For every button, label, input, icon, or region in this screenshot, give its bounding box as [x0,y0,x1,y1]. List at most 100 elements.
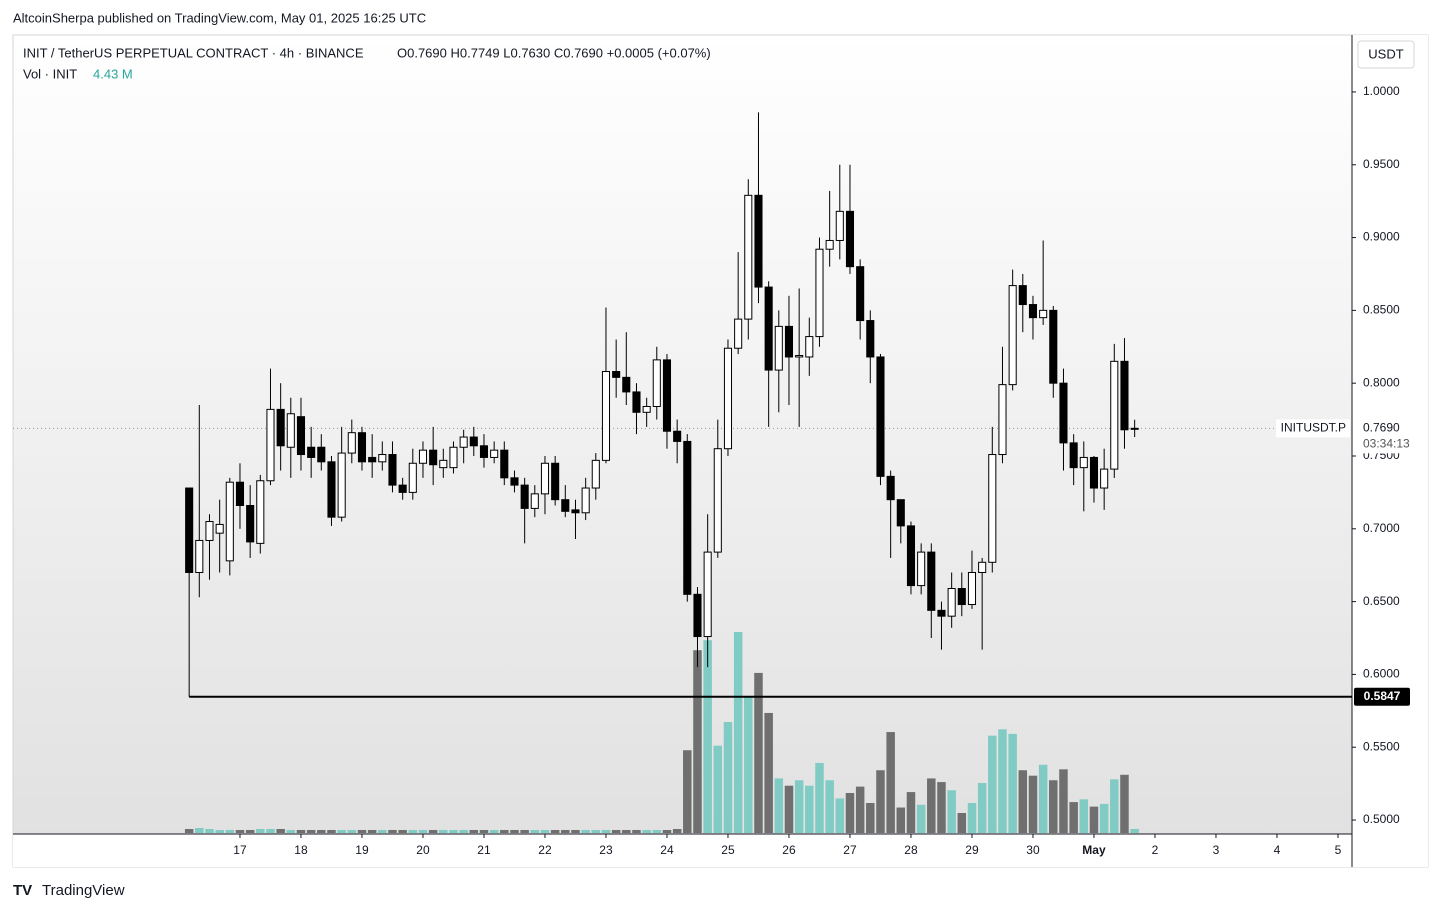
volume-bar [1069,802,1078,833]
x-tick-label: 21 [477,843,491,857]
volume-bar [957,812,967,833]
volume-bar [1079,799,1089,833]
y-tick-label: 0.9000 [1363,230,1400,244]
volume-bar [693,650,702,833]
candle-body [429,449,438,466]
volume-bar [703,640,712,833]
candle-body [713,448,722,553]
volume-bar [1089,806,1099,833]
candle-body [185,487,194,573]
currency: USDT [1368,46,1403,61]
candle-body [947,588,956,617]
volume-bar [1049,780,1058,833]
candle-body [327,461,336,518]
volume-bar [1110,779,1119,833]
volume-bar [662,829,672,833]
volume-title: Vol · INIT [23,66,77,81]
x-tick-label: 26 [782,843,796,857]
volume-bar [896,807,906,833]
candle-body [805,336,814,358]
volume-bar [184,828,194,833]
candle-body [693,593,702,638]
candle-body [368,456,377,463]
volume-bar [683,750,692,833]
volume-bar [825,780,834,833]
volume-bar [886,732,895,833]
candle-body [906,525,916,587]
hline-label-box [1354,687,1410,706]
volume-bar [835,798,845,833]
volume-bar [764,712,773,833]
candle-body [561,499,570,512]
candle-body [856,266,865,322]
candle-body [449,446,458,469]
x-tick-label: 3 [1213,843,1220,857]
volume-bar [540,829,550,833]
volume-bar [225,829,235,833]
last-price-label: 0.7690 [1363,420,1400,434]
candle-body [673,430,682,442]
volume-bar [754,672,763,833]
volume-bar [510,829,519,833]
y-tick-label: 0.6000 [1363,667,1400,681]
volume-bar [479,829,489,833]
candle-body [378,454,387,463]
candle-body [835,210,844,241]
x-tick-label: 25 [721,843,735,857]
volume-bar [286,829,296,833]
candle-body [551,462,560,501]
volume-bar [500,829,509,833]
volume-bar [805,785,814,833]
candle-body [388,454,397,486]
volume-bar [733,632,743,833]
candle-body [1008,285,1017,386]
volume-bar [459,829,468,833]
candle-body [734,318,743,349]
candle-body [398,484,407,493]
candle-body [764,286,773,371]
volume-bar [1008,733,1017,833]
volume-bar [1038,764,1048,833]
volume-bar [205,828,214,833]
volume-bar [611,829,621,833]
candle-body [591,459,600,489]
volume-bar [428,829,438,833]
volume-bar [520,829,529,833]
volume-bar [571,829,580,833]
volume-bar [1018,770,1028,833]
currency-box[interactable] [1357,40,1415,69]
candle-body [957,588,966,606]
volume-bar [256,828,265,833]
volume-bar [296,829,306,833]
volume-bar [784,785,794,833]
volume-bar [947,790,956,833]
candle-body [927,551,936,611]
candle-body [195,539,204,573]
candle-body [337,452,346,518]
x-tick-label: 29 [965,843,979,857]
volume-bar [489,829,499,833]
y-tick-label: 0.8500 [1363,303,1400,317]
candle-body [754,194,763,288]
volume-bar [713,745,723,833]
candle-body [479,445,489,458]
volume-bar [408,829,418,833]
volume-bar [367,829,377,833]
volume-bar [794,780,804,833]
y-tick-label: 0.7000 [1363,521,1400,535]
candle-body [662,359,672,432]
x-tick-label: 20 [416,843,430,857]
candle-body [866,320,875,358]
candle-body [225,481,234,562]
candle-body [520,484,529,509]
candle-body [490,449,499,458]
candle-body [459,436,468,448]
y-tick-label: 0.9500 [1363,157,1400,171]
volume-bar [469,829,479,833]
volume-bar [245,829,255,833]
candle-body [1089,456,1099,489]
candle-body [825,239,834,250]
candle-body [235,481,245,506]
volume-bar [1120,774,1129,833]
